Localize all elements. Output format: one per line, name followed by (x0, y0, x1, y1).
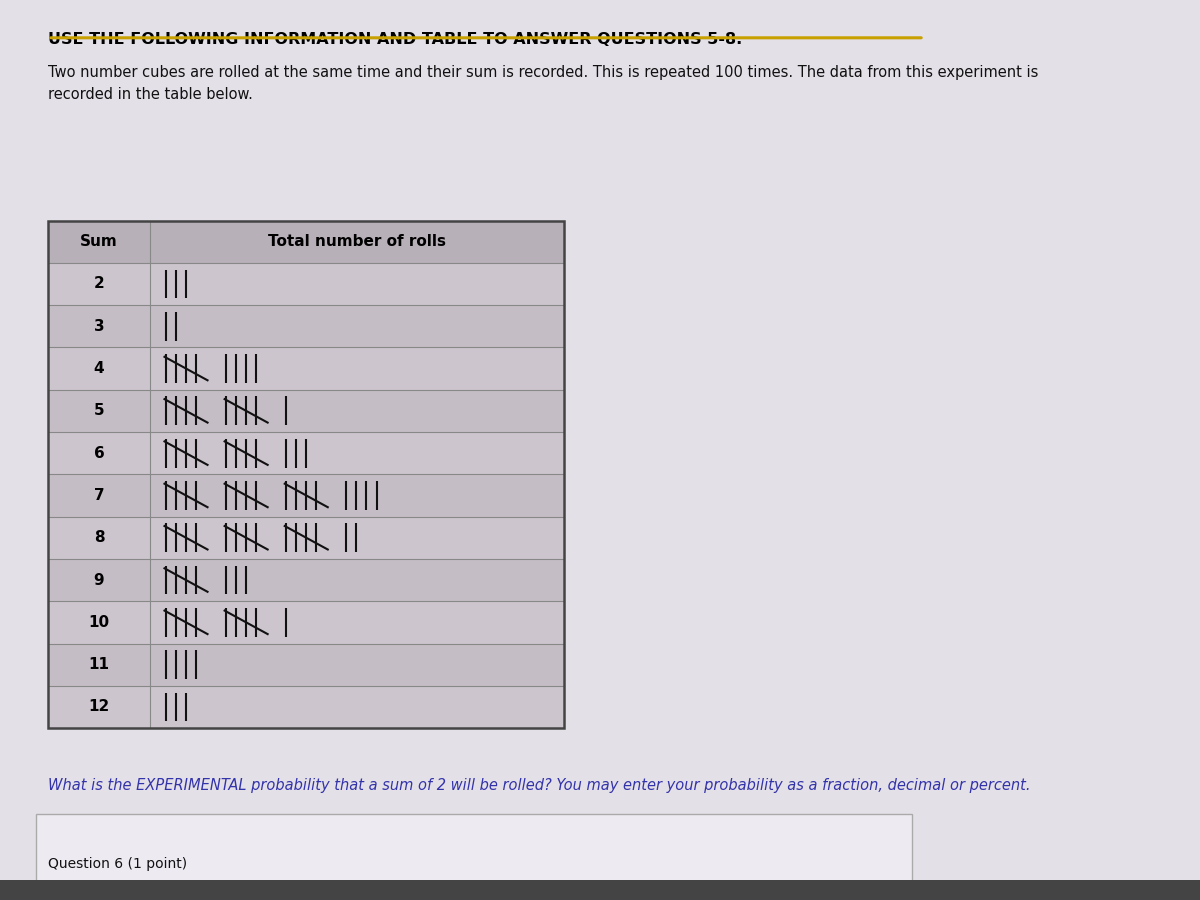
Text: Question 6 (1 point): Question 6 (1 point) (48, 857, 187, 871)
FancyBboxPatch shape (48, 559, 564, 601)
FancyBboxPatch shape (0, 880, 1200, 900)
FancyBboxPatch shape (36, 814, 912, 900)
Text: Total number of rolls: Total number of rolls (268, 234, 446, 249)
Text: 5: 5 (94, 403, 104, 418)
Text: What is the EXPERIMENTAL probability that a sum of 2 will be rolled? You may ent: What is the EXPERIMENTAL probability tha… (48, 778, 1031, 793)
FancyBboxPatch shape (48, 601, 564, 644)
FancyBboxPatch shape (48, 390, 564, 432)
FancyBboxPatch shape (48, 517, 564, 559)
FancyBboxPatch shape (48, 644, 564, 686)
FancyBboxPatch shape (48, 305, 564, 347)
Text: Sum: Sum (80, 234, 118, 249)
FancyBboxPatch shape (48, 686, 564, 728)
Text: USE THE FOLLOWING INFORMATION AND TABLE TO ANSWER QUESTIONS 5-8.: USE THE FOLLOWING INFORMATION AND TABLE … (48, 32, 743, 47)
Text: Two number cubes are rolled at the same time and their sum is recorded. This is : Two number cubes are rolled at the same … (48, 65, 1038, 80)
Text: 7: 7 (94, 488, 104, 503)
Text: recorded in the table below.: recorded in the table below. (48, 87, 253, 103)
Text: 11: 11 (89, 657, 109, 672)
Text: 3: 3 (94, 319, 104, 334)
FancyBboxPatch shape (48, 432, 564, 474)
Text: 8: 8 (94, 530, 104, 545)
FancyBboxPatch shape (48, 263, 564, 305)
FancyBboxPatch shape (48, 474, 564, 517)
Text: 4: 4 (94, 361, 104, 376)
Text: 2: 2 (94, 276, 104, 292)
Text: 12: 12 (89, 699, 109, 715)
Text: 10: 10 (89, 615, 109, 630)
Text: 9: 9 (94, 572, 104, 588)
Text: 6: 6 (94, 446, 104, 461)
FancyBboxPatch shape (48, 347, 564, 390)
FancyBboxPatch shape (48, 220, 564, 263)
